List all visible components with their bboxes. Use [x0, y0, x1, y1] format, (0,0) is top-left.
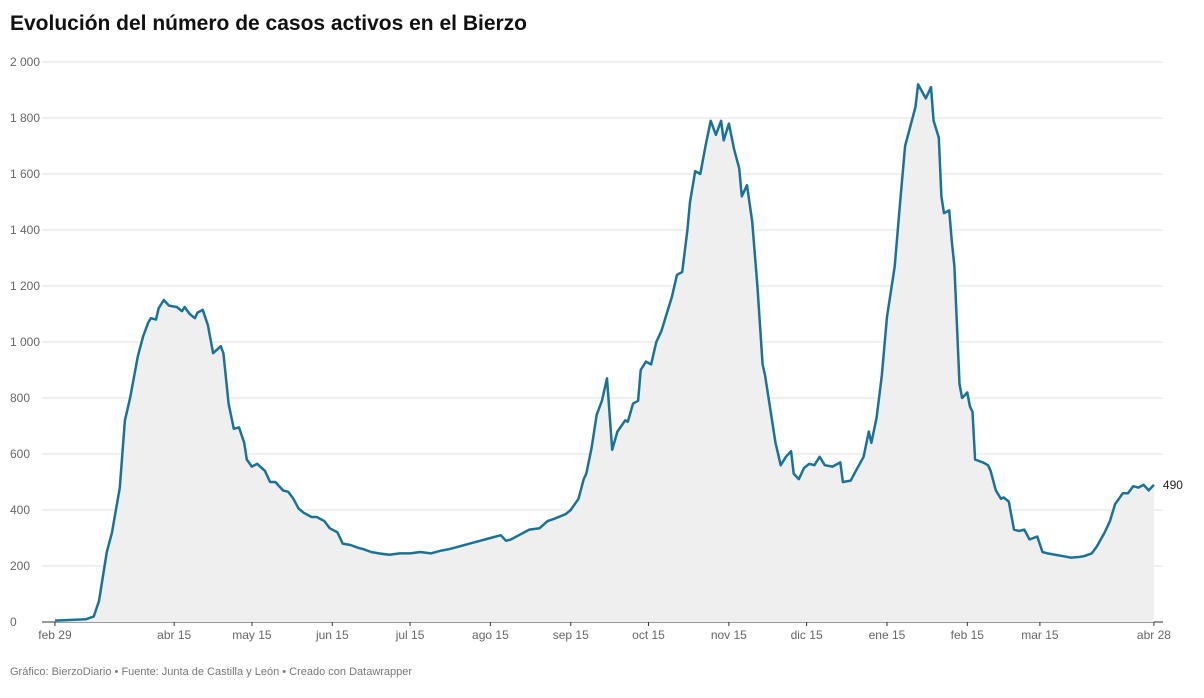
- y-tick-label: 1 600: [10, 167, 40, 181]
- x-tick-label: ago 15: [472, 628, 509, 642]
- y-tick-label: 2 000: [10, 55, 40, 69]
- line: [54, 83, 1155, 622]
- x-tick-label: sep 15: [553, 628, 589, 642]
- x-tick-label: abr 15: [157, 628, 191, 642]
- chart-title: Evolución del número de casos activos en…: [10, 12, 527, 35]
- y-tick-label: 1 400: [10, 223, 40, 237]
- source-note: Gráfico: BierzoDiario • Fuente: Junta de…: [10, 666, 412, 678]
- end-value-label: 490: [1163, 478, 1183, 492]
- y-tick-label: 1 200: [10, 279, 40, 293]
- y-tick-label: 1 000: [10, 335, 40, 349]
- y-tick-label: 200: [10, 559, 30, 573]
- area: [55, 84, 1154, 622]
- y-tick-label: 800: [10, 391, 30, 405]
- x-tick-label: abr 28: [1137, 628, 1171, 642]
- x-tick-label: may 15: [232, 628, 272, 642]
- x-tick-label: oct 15: [632, 628, 665, 642]
- x-tick-label: jun 15: [315, 628, 349, 642]
- x-tick-label: feb 15: [951, 628, 985, 642]
- x-tick-label: ene 15: [869, 628, 906, 642]
- y-tick-label: 400: [10, 503, 30, 517]
- x-tick-label: mar 15: [1021, 628, 1059, 642]
- y-tick-label: 0: [10, 615, 17, 629]
- x-tick-label: nov 15: [711, 628, 747, 642]
- y-tick-label: 600: [10, 447, 30, 461]
- x-tick-label: feb 29: [38, 628, 72, 642]
- x-tick-label: jul 15: [395, 628, 425, 642]
- y-tick-label: 1 800: [10, 111, 40, 125]
- x-tick-label: dic 15: [791, 628, 823, 642]
